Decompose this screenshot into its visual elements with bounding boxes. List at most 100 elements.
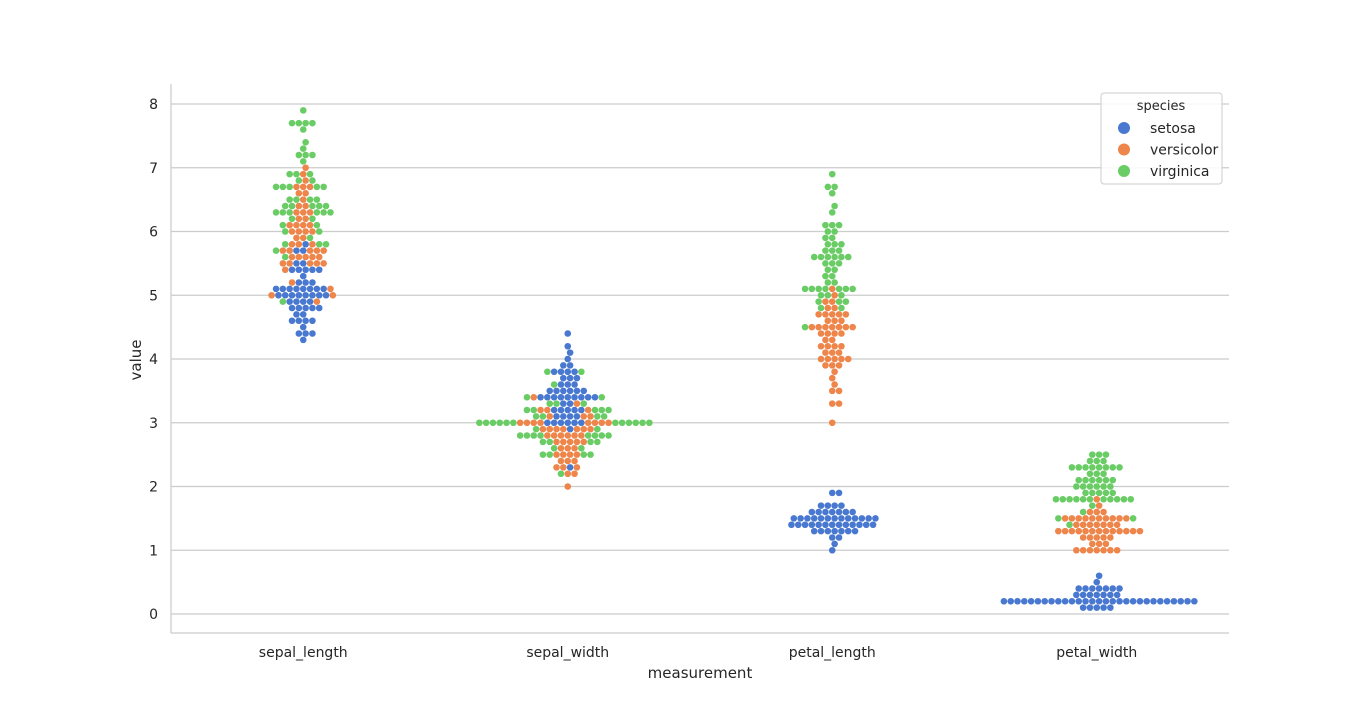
- data-point: [566, 438, 574, 446]
- data-point: [306, 285, 314, 293]
- data-point: [849, 285, 856, 293]
- data-point: [788, 521, 795, 529]
- data-point: [584, 406, 592, 414]
- data-point: [560, 413, 567, 420]
- data-point: [1093, 604, 1101, 611]
- data-point: [516, 432, 524, 439]
- data-point: [1100, 604, 1107, 611]
- data-point: [808, 508, 816, 516]
- data-point: [309, 304, 316, 312]
- data-point: [566, 400, 574, 407]
- data-point: [584, 393, 592, 401]
- data-point: [824, 183, 832, 191]
- data-point: [1086, 591, 1094, 599]
- data-point: [571, 393, 578, 401]
- data-point: [1021, 597, 1028, 605]
- data-point: [828, 170, 836, 178]
- data-point: [315, 266, 323, 274]
- data-point: [587, 438, 594, 446]
- data-point: [849, 508, 856, 516]
- data-point: [1123, 515, 1130, 522]
- data-point: [1109, 489, 1117, 497]
- data-point: [299, 145, 307, 152]
- data-point: [302, 164, 309, 172]
- data-point: [295, 279, 303, 286]
- data-point: [313, 285, 321, 293]
- data-point: [1100, 470, 1107, 478]
- data-point: [564, 470, 572, 478]
- data-point: [1109, 515, 1117, 522]
- data-point: [1100, 534, 1107, 541]
- data-point: [594, 438, 601, 446]
- data-point: [560, 387, 567, 395]
- data-point: [828, 285, 836, 293]
- data-point: [281, 253, 289, 261]
- data-point: [288, 202, 296, 210]
- data-point: [293, 221, 300, 229]
- data-point: [815, 521, 822, 529]
- data-point: [553, 400, 560, 407]
- data-point: [1093, 483, 1101, 490]
- data-point: [553, 413, 560, 420]
- data-point: [544, 393, 551, 401]
- data-point: [295, 177, 303, 184]
- axes: [170, 84, 1229, 634]
- data-point: [1116, 527, 1123, 535]
- data-point: [1177, 597, 1185, 605]
- data-point: [580, 425, 588, 433]
- data-point: [838, 342, 845, 350]
- data-point: [523, 419, 531, 427]
- data-point: [1089, 597, 1096, 605]
- data-point: [553, 451, 560, 458]
- data-point: [824, 502, 832, 509]
- data-point: [302, 202, 309, 210]
- data-point: [299, 234, 307, 242]
- data-point: [1079, 546, 1087, 554]
- data-point: [578, 444, 585, 452]
- data-point: [560, 374, 567, 382]
- data-point: [295, 291, 303, 299]
- data-point: [587, 451, 594, 458]
- data-point: [293, 298, 300, 305]
- data-point: [309, 202, 316, 210]
- data-point: [302, 119, 309, 127]
- data-point: [831, 342, 838, 350]
- data-point: [835, 311, 843, 318]
- data-point: [295, 266, 303, 274]
- data-point: [822, 234, 829, 242]
- data-point: [1184, 597, 1191, 605]
- data-point: [295, 202, 303, 210]
- data-point: [1089, 489, 1096, 497]
- data-point: [1048, 597, 1055, 605]
- data-point: [537, 393, 544, 401]
- data-point: [320, 260, 327, 267]
- data-point: [587, 413, 594, 420]
- data-point: [817, 342, 825, 350]
- data-point: [1109, 527, 1117, 535]
- data-point: [302, 266, 309, 274]
- data-point: [302, 240, 309, 248]
- data-point: [1107, 591, 1114, 599]
- data-point: [571, 457, 578, 465]
- data-point: [546, 438, 554, 446]
- data-point: [530, 419, 538, 427]
- y-tick-label: 7: [149, 161, 158, 177]
- data-point: [320, 247, 327, 254]
- data-point: [1068, 527, 1076, 535]
- data-point: [835, 323, 843, 331]
- data-point: [299, 311, 307, 318]
- legend: species setosa versicolor virginica: [1100, 92, 1223, 185]
- data-point: [306, 196, 314, 203]
- data-point: [838, 515, 845, 522]
- data-point: [578, 368, 585, 376]
- data-point: [530, 393, 538, 401]
- data-point: [835, 298, 843, 305]
- data-point: [1107, 495, 1114, 503]
- data-point: [564, 432, 572, 439]
- data-point: [1109, 464, 1117, 471]
- data-point: [313, 209, 321, 216]
- gridlines: [171, 103, 1229, 615]
- data-point: [546, 413, 554, 420]
- data-point: [838, 527, 845, 535]
